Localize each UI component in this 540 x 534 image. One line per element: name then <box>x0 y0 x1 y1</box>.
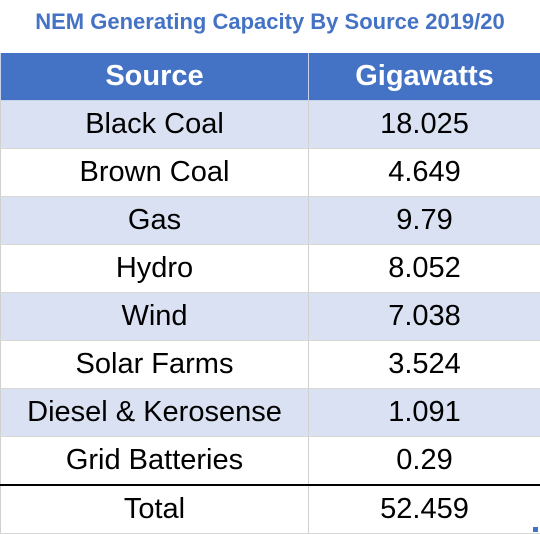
data-row: Diesel & Kerosense 1.091 <box>0 388 540 437</box>
source-cell: Hydro <box>0 244 309 293</box>
header-row: Source Gigawatts <box>0 53 540 101</box>
source-cell: Black Coal <box>0 100 309 149</box>
data-row: Grid Batteries 0.29 <box>0 436 540 486</box>
source-cell: Gas <box>0 196 309 245</box>
header-cell: Source <box>0 53 309 101</box>
header-cell: Gigawatts <box>308 53 540 101</box>
capacity-table: Source Gigawatts Black Coal 18.025 Brown C… <box>0 53 540 534</box>
table-body: Black Coal 18.025 Brown Coal 4.649 Gas 9.79 Hy… <box>0 100 540 534</box>
value-cell: 9.79 <box>308 196 540 245</box>
source-cell: Solar Farms <box>0 340 309 389</box>
resize-handle <box>533 527 538 532</box>
value-cell: 0.29 <box>308 436 540 486</box>
value-cell: 4.649 <box>308 148 540 197</box>
value-cell: 1.091 <box>308 388 540 437</box>
data-row: Wind 7.038 <box>0 292 540 341</box>
source-cell: Brown Coal <box>0 148 309 197</box>
source-cell: Grid Batteries <box>0 436 309 486</box>
value-cell: 7.038 <box>308 292 540 341</box>
source-cell: Total <box>0 484 309 534</box>
source-cell: Wind <box>0 292 309 341</box>
source-cell: Diesel & Kerosense <box>0 388 309 437</box>
total-row: Total 52.459 <box>0 484 540 534</box>
data-row: Solar Farms 3.524 <box>0 340 540 389</box>
data-row: Hydro 8.052 <box>0 244 540 293</box>
value-cell: 8.052 <box>308 244 540 293</box>
title: NEM Generating Capacity By Source 2019/2… <box>35 9 505 34</box>
data-row: Gas 9.79 <box>0 196 540 245</box>
value-cell: 18.025 <box>308 100 540 149</box>
data-row: Brown Coal 4.649 <box>0 148 540 197</box>
value-cell: 52.459 <box>308 484 540 534</box>
value-cell: 3.524 <box>308 340 540 389</box>
data-row: Black Coal 18.025 <box>0 100 540 149</box>
